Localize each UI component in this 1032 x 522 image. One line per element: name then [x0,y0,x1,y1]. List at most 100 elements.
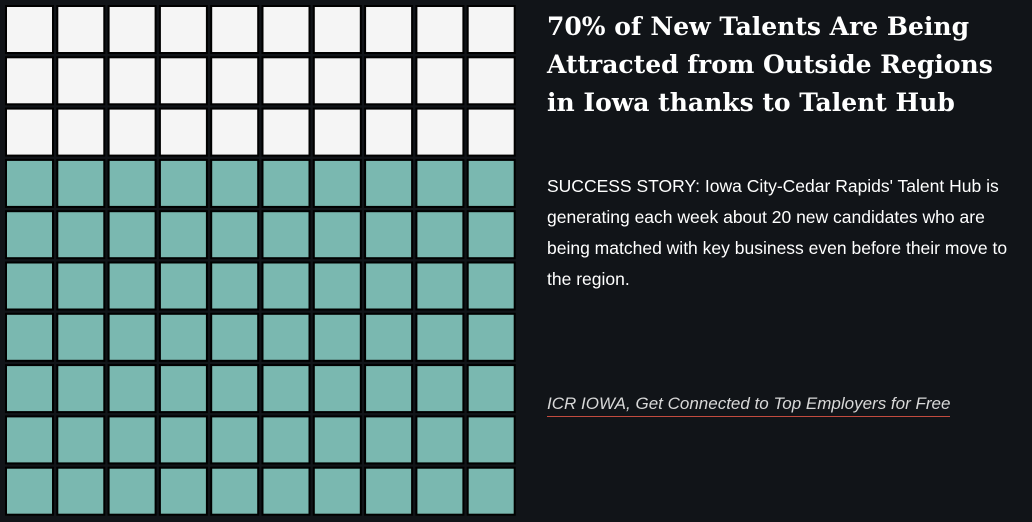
waffle-cell-filled [210,415,260,465]
waffle-cell-filled [56,210,106,260]
waffle-cell-empty [210,5,260,54]
waffle-cell-filled [415,210,465,260]
waffle-cell-empty [415,5,465,54]
waffle-cell-filled [158,261,208,311]
waffle-cell-filled [5,364,54,414]
waffle-cell-filled [56,466,106,516]
waffle-cell-empty [5,107,54,157]
waffle-cell-empty [5,56,54,106]
waffle-cell-empty [107,5,157,54]
waffle-cell-empty [466,5,516,54]
waffle-cell-filled [364,415,414,465]
waffle-cell-filled [107,415,157,465]
waffle-cell-empty [107,56,157,106]
waffle-cell-empty [158,5,208,54]
waffle-cell-filled [261,364,311,414]
waffle-cell-empty [107,107,157,157]
waffle-cell-filled [364,261,414,311]
waffle-cell-filled [364,210,414,260]
waffle-cell-filled [210,312,260,362]
waffle-cell-filled [415,466,465,516]
waffle-cell-filled [466,312,516,362]
waffle-cell-filled [466,210,516,260]
waffle-cell-filled [312,312,362,362]
waffle-cell-empty [312,56,362,106]
waffle-cell-filled [5,415,54,465]
waffle-cell-filled [107,312,157,362]
waffle-cell-filled [261,158,311,208]
waffle-cell-filled [158,364,208,414]
waffle-cell-filled [312,415,362,465]
waffle-cell-filled [56,312,106,362]
waffle-cell-empty [415,56,465,106]
waffle-cell-filled [466,158,516,208]
waffle-cell-empty [312,5,362,54]
waffle-cell-filled [107,261,157,311]
waffle-cell-filled [312,210,362,260]
waffle-cell-filled [5,466,54,516]
waffle-cell-filled [158,415,208,465]
waffle-cell-filled [210,158,260,208]
waffle-cell-filled [107,364,157,414]
headline: 70% of New Talents Are Being Attracted f… [547,12,993,117]
waffle-cell-filled [364,158,414,208]
waffle-cell-filled [415,312,465,362]
waffle-cell-filled [415,158,465,208]
waffle-cell-filled [261,210,311,260]
waffle-cell-filled [466,415,516,465]
waffle-cell-filled [158,158,208,208]
waffle-cell-filled [56,261,106,311]
waffle-cell-filled [415,261,465,311]
waffle-cell-empty [312,107,362,157]
waffle-cell-filled [210,210,260,260]
waffle-cell-empty [56,56,106,106]
waffle-cell-filled [415,364,465,414]
text-column: 70% of New Talents Are Being Attracted f… [547,0,1032,522]
waffle-cell-filled [312,466,362,516]
waffle-cell-filled [158,210,208,260]
waffle-cell-filled [210,466,260,516]
waffle-cell-filled [5,158,54,208]
waffle-cell-empty [364,56,414,106]
waffle-cell-empty [466,107,516,157]
waffle-cell-empty [210,56,260,106]
connect-employers-link[interactable]: ICR IOWA, Get Connected to Top Employers… [547,392,951,417]
success-story-text: SUCCESS STORY: Iowa City-Cedar Rapids' T… [547,176,1008,289]
waffle-cell-empty [5,5,54,54]
waffle-cell-empty [261,56,311,106]
waffle-cell-filled [415,415,465,465]
waffle-cell-filled [466,466,516,516]
waffle-cell-filled [312,261,362,311]
waffle-cell-empty [158,107,208,157]
waffle-cell-filled [107,158,157,208]
waffle-cell-filled [312,158,362,208]
waffle-cell-filled [210,261,260,311]
waffle-cell-empty [261,5,311,54]
waffle-cell-filled [261,466,311,516]
waffle-cell-filled [364,466,414,516]
waffle-cell-empty [466,56,516,106]
waffle-cell-empty [56,107,106,157]
waffle-cell-filled [158,312,208,362]
waffle-cell-empty [210,107,260,157]
waffle-cell-filled [56,364,106,414]
waffle-cell-empty [261,107,311,157]
waffle-cell-filled [261,415,311,465]
waffle-cell-empty [364,5,414,54]
waffle-cell-empty [56,5,106,54]
waffle-cell-filled [5,312,54,362]
waffle-cell-filled [5,261,54,311]
waffle-cell-filled [261,312,311,362]
waffle-chart [5,5,516,516]
waffle-cell-filled [56,158,106,208]
waffle-cell-filled [466,261,516,311]
waffle-cell-filled [261,261,311,311]
waffle-cell-empty [158,56,208,106]
waffle-cell-filled [364,364,414,414]
waffle-cell-filled [107,210,157,260]
waffle-cell-filled [210,364,260,414]
waffle-cell-filled [158,466,208,516]
waffle-cell-filled [107,466,157,516]
waffle-cell-filled [364,312,414,362]
